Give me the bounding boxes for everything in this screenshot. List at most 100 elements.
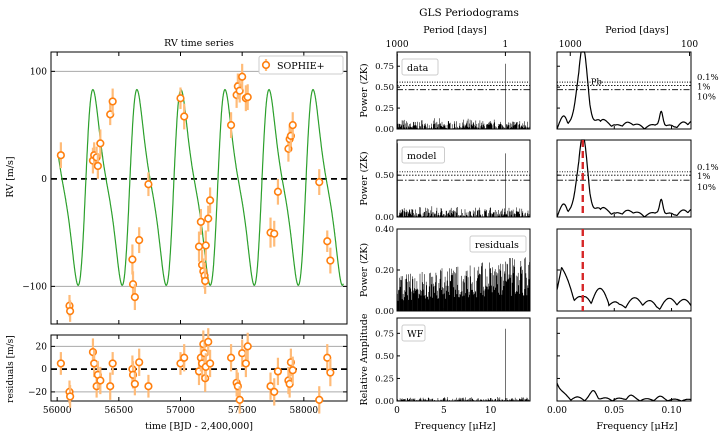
data-point [243,93,252,102]
gls-period-label-left: Period [days] [423,25,486,36]
y-tick-label: 0.20 [375,266,394,276]
y-tick-label: 0.50 [375,171,394,181]
data-point [323,237,332,246]
periodogram-spectrum [397,328,531,401]
rv-title: RV time series [164,38,234,49]
fap-label: 1% [697,82,711,92]
y-tick-label: 0.00 [375,307,394,317]
data-point [323,353,332,362]
data-point [204,214,213,223]
y-tick-label: 0 [41,365,47,375]
panel-label: data [407,63,429,74]
periodogram-spectrum [396,257,531,311]
data-point [235,395,244,404]
axes-frame [50,334,348,402]
y-tick-label: 0.00 [375,125,394,135]
panel-ylabel: Power (ZK) [359,243,370,297]
data-point [90,359,99,368]
y-tick-label: 0.50 [375,83,394,93]
data-point [194,242,204,251]
data-point [56,151,65,160]
data-point [226,121,236,130]
y-tick-label: 0 [41,175,47,185]
period-tick-label: 1000 [386,40,409,50]
y-tick-label: 0.40 [375,225,394,235]
data-point [326,256,335,265]
x-tick-label: 57500 [228,406,257,416]
panel-ylabel: Relative Amplitude [359,313,370,405]
data-point [315,395,324,404]
panel-ylabel: Power (ZK) [359,151,370,205]
data-point [106,382,115,391]
data-point [243,342,252,351]
keplerian-model-curve [57,88,344,286]
data-point [144,382,153,391]
panel-ylabel: Power (ZK) [359,63,370,117]
y-tick-label: 0.75 [375,329,394,339]
data-point [270,229,279,238]
x-tick-label: 10 [485,406,497,416]
data-point [108,97,117,106]
data-point [108,359,117,368]
fap-label: 0.1% [697,73,719,83]
periodogram-spectrum [396,143,531,217]
data-point [180,112,189,121]
data-point [135,358,144,367]
panel-label: WF [407,329,424,340]
data-point [270,387,279,396]
period-tick-label: 1 [503,40,509,50]
data-point [130,379,139,389]
panel-label-box [401,324,426,342]
y-tick-label: 0.00 [375,213,394,223]
gls-axes-frame [556,317,692,402]
data-point [66,306,75,316]
y-tick-label: 0.25 [375,374,394,384]
residuals-panel: 20 0 −20 56000 56500 57000 57500 58000 [28,328,348,416]
y-tick-label: 0.00 [375,397,394,407]
data-point [196,217,205,226]
data-point [135,236,144,245]
panel-label-box [469,235,527,253]
panel-label: residuals [475,240,519,251]
x-tick-label: 5 [441,406,447,416]
gls-period-label-right: Period [days] [605,25,668,36]
gls-axes-frame [556,51,692,130]
x-tick-label: 0.10 [662,406,682,416]
data-point [180,353,189,362]
axes-frame [50,51,348,325]
data-point [201,241,210,250]
x-tick-label: 0.05 [604,406,624,416]
x-tick-label: 0.00 [547,406,567,416]
y-tick-label: 0.50 [375,352,394,362]
y-tick-label: 0.75 [375,62,394,72]
data-point [96,376,105,385]
rv-ylabel: RV [m/s] [5,156,16,197]
y-tick-label: 100 [30,67,47,77]
data-point [128,255,137,264]
panel-label-box [401,58,439,76]
periodogram-zoom-curve [556,139,692,218]
fap-label: 0.1% [697,163,719,173]
panel-label-box [401,146,445,164]
figure-suptitle: GLS Periodograms [419,7,519,19]
legend-label: SOPHIE+ [277,61,325,72]
legend-marker [261,60,271,70]
x-tick-label: 56000 [43,406,72,416]
data-point [288,121,297,130]
gls-xlabel-right: Frequency [μHz] [596,421,677,432]
data-point [66,392,75,401]
data-point [288,366,297,375]
data-point [130,293,139,302]
periodogram-spectrum [396,53,531,129]
fap-label: 10% [697,183,716,193]
y-tick-label: −20 [28,388,47,398]
data-point [326,368,335,377]
gls-xlabel-left: Frequency [μHz] [414,421,495,432]
data-point [201,276,210,286]
data-point [204,337,213,346]
periodogram-zoom-curve [556,382,692,402]
y-tick-label: −100 [22,282,47,292]
period-tick-label: 100 [681,40,698,50]
y-tick-label: 20 [36,342,48,352]
